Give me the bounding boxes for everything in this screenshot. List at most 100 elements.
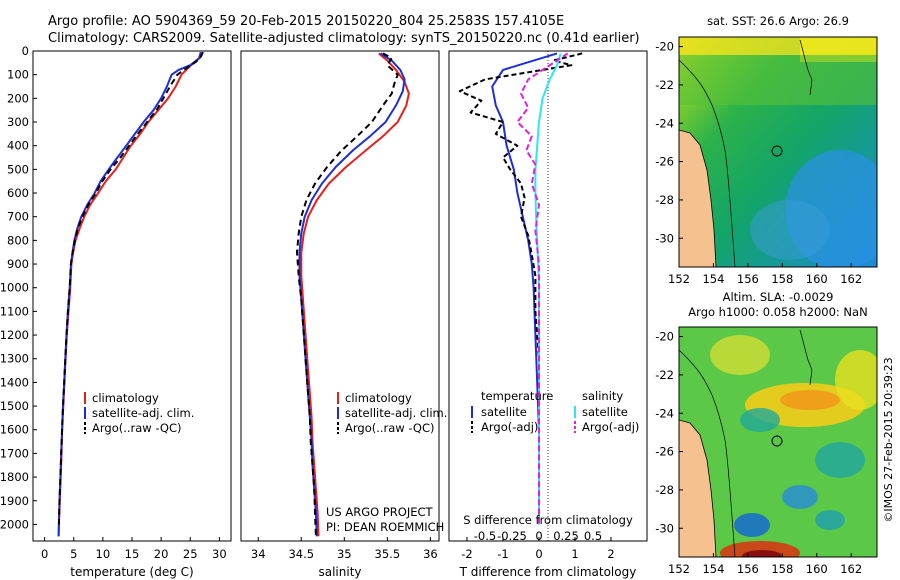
salinity-x-ticks: 34 34.5 35 35.5 36	[251, 537, 438, 561]
sst-map-ticks: 152 154 156 158 160 162 -20 -22 -24 -26 -28 -30	[655, 40, 862, 286]
x-tick-label: 2	[607, 547, 614, 561]
sla-land	[679, 419, 717, 557]
map-y-tick-label: -20	[655, 40, 674, 54]
salinity-axes-frame	[240, 50, 440, 542]
map-y-tick-label: -22	[655, 368, 674, 382]
map-y-tick-label: -28	[655, 483, 674, 497]
x-tick-label: 20	[154, 547, 169, 561]
x-tick-label: 35.5	[375, 547, 401, 561]
argo-position-marker	[771, 435, 783, 447]
map-x-tick-label: 156	[737, 562, 759, 576]
legend-label-argo: Argo(..raw -QC)	[92, 421, 182, 435]
legend-label-temp-argo: Argo(-adj)	[481, 420, 538, 434]
difference-panel: -2 -1 0 1 2 -0.5 -0.25 0 0.25 0.5 temperature sal…	[448, 50, 648, 579]
sla-island-outline	[799, 329, 813, 386]
map-y-tick-label: -28	[655, 193, 674, 207]
map-y-tick-label: -20	[655, 330, 674, 344]
legend-title-salinity: salinity	[582, 389, 623, 403]
salinity-x-label: salinity	[318, 565, 361, 579]
sst-cool-patch	[750, 200, 830, 260]
y-tick-label: 1300	[0, 352, 29, 366]
temperature-x-label: temperature (deg C)	[70, 565, 193, 579]
y-tick-label: 1200	[0, 328, 29, 342]
map-x-tick-label: 156	[737, 272, 759, 286]
sla-map-frame	[678, 326, 878, 558]
project-credit: US ARGO PROJECT	[326, 505, 434, 519]
temperature-panel: 0100200300400500600700800900100011001200…	[0, 44, 232, 579]
sla-high-anomaly	[780, 390, 840, 410]
top-x-tick-label: 0.25	[553, 529, 579, 543]
header-line-2: Climatology: CARS2009. Satellite-adjuste…	[48, 31, 640, 46]
map-x-tick-label: 160	[806, 562, 828, 576]
temperature-series	[57, 51, 204, 537]
temperature-axes-frame	[32, 50, 232, 542]
top-x-tick-label: -0.5	[474, 529, 496, 543]
map-x-tick-label: 152	[668, 272, 690, 286]
sla-high-anomaly	[835, 350, 877, 410]
series-line-temperature-argo-adj	[458, 52, 583, 525]
map-x-tick-label: 162	[840, 562, 862, 576]
y-tick-label: 2000	[0, 517, 29, 531]
salinity-legend: climatology satellite-adj. clim. Argo(..…	[337, 391, 447, 435]
map-x-tick-label: 152	[668, 562, 690, 576]
y-tick-label: 1800	[0, 470, 29, 484]
map-y-tick-label: -22	[655, 78, 674, 92]
difference-axes-frame	[448, 50, 648, 542]
y-tick-label: 800	[7, 233, 29, 247]
x-tick-label: 0	[535, 547, 542, 561]
difference-legend: temperature salinity satellite Argo(-adj…	[471, 389, 639, 434]
y-tick-label: 600	[7, 186, 29, 200]
y-tick-label: 1000	[0, 281, 29, 295]
y-tick-label: 1100	[0, 304, 29, 318]
y-tick-label: 200	[7, 91, 29, 105]
x-tick-label: 1	[571, 547, 578, 561]
t-difference-label: T difference from climatology	[459, 565, 637, 579]
map-x-tick-label: 154	[702, 562, 724, 576]
legend-label-satellite: satellite-adj. clim.	[92, 406, 194, 420]
x-tick-label: -1	[497, 547, 508, 561]
sla-high-anomaly	[710, 335, 770, 375]
legend-label-climatology: climatology	[92, 391, 159, 405]
sla-high-anomaly	[720, 541, 800, 557]
argo-position-marker	[771, 145, 783, 157]
legend-label-sal-argo: Argo(-adj)	[582, 420, 639, 434]
salinity-series	[296, 52, 410, 537]
sla-low-anomaly	[782, 485, 818, 509]
map-y-tick-label: -30	[655, 521, 674, 535]
sla-low-anomaly	[815, 510, 845, 530]
x-tick-label: -2	[461, 547, 472, 561]
sla-low-anomaly	[815, 442, 865, 478]
s-difference-label: S difference from climatology	[463, 513, 633, 527]
series-line-argo-raw-qc	[57, 51, 204, 525]
legend-label-temp-satellite: satellite	[481, 405, 527, 419]
y-tick-label: 900	[7, 257, 29, 271]
imos-timestamp: ©IMOS 27-Feb-2015 20:39:23	[882, 357, 895, 522]
x-tick-label: 15	[125, 547, 140, 561]
y-tick-label: 700	[7, 210, 29, 224]
x-tick-label: 36	[423, 547, 438, 561]
legend-label-argo: Argo(..raw -QC)	[345, 421, 435, 435]
temperature-legend: climatology satellite-adj. clim. Argo(..…	[84, 391, 194, 435]
sla-high-anomaly	[742, 550, 782, 557]
sst-land	[679, 129, 717, 267]
sst-island-outline	[799, 39, 813, 96]
map-x-tick-label: 158	[771, 562, 793, 576]
y-tick-label: 1400	[0, 375, 29, 389]
y-tick-label: 500	[7, 162, 29, 176]
pi-credit: PI: DEAN ROEMMICH	[326, 520, 444, 534]
sla-map-panel: Altim. SLA: -0.0029 Argo h1000: 0.058 h2…	[655, 290, 878, 576]
x-tick-label: 5	[70, 547, 77, 561]
x-tick-label: 34	[251, 547, 266, 561]
sst-map-title: sat. SST: 26.6 Argo: 26.9	[707, 14, 849, 28]
legend-title-temperature: temperature	[481, 389, 553, 403]
sla-map-ticks: 152 154 156 158 160 162 -20 -22 -24 -26 -28 -30	[655, 330, 862, 576]
sst-map-frame	[678, 36, 878, 268]
series-line-salinity-argo-adj	[516, 52, 569, 525]
map-y-tick-label: -30	[655, 231, 674, 245]
sla-map-title: Altim. SLA: -0.0029	[723, 290, 834, 304]
sst-map-panel: sat. SST: 26.6 Argo: 26.9 152 154 156 158 16…	[655, 14, 878, 286]
y-tick-label: 1700	[0, 446, 29, 460]
map-y-tick-label: -24	[655, 116, 674, 130]
y-tick-label: 1500	[0, 399, 29, 413]
